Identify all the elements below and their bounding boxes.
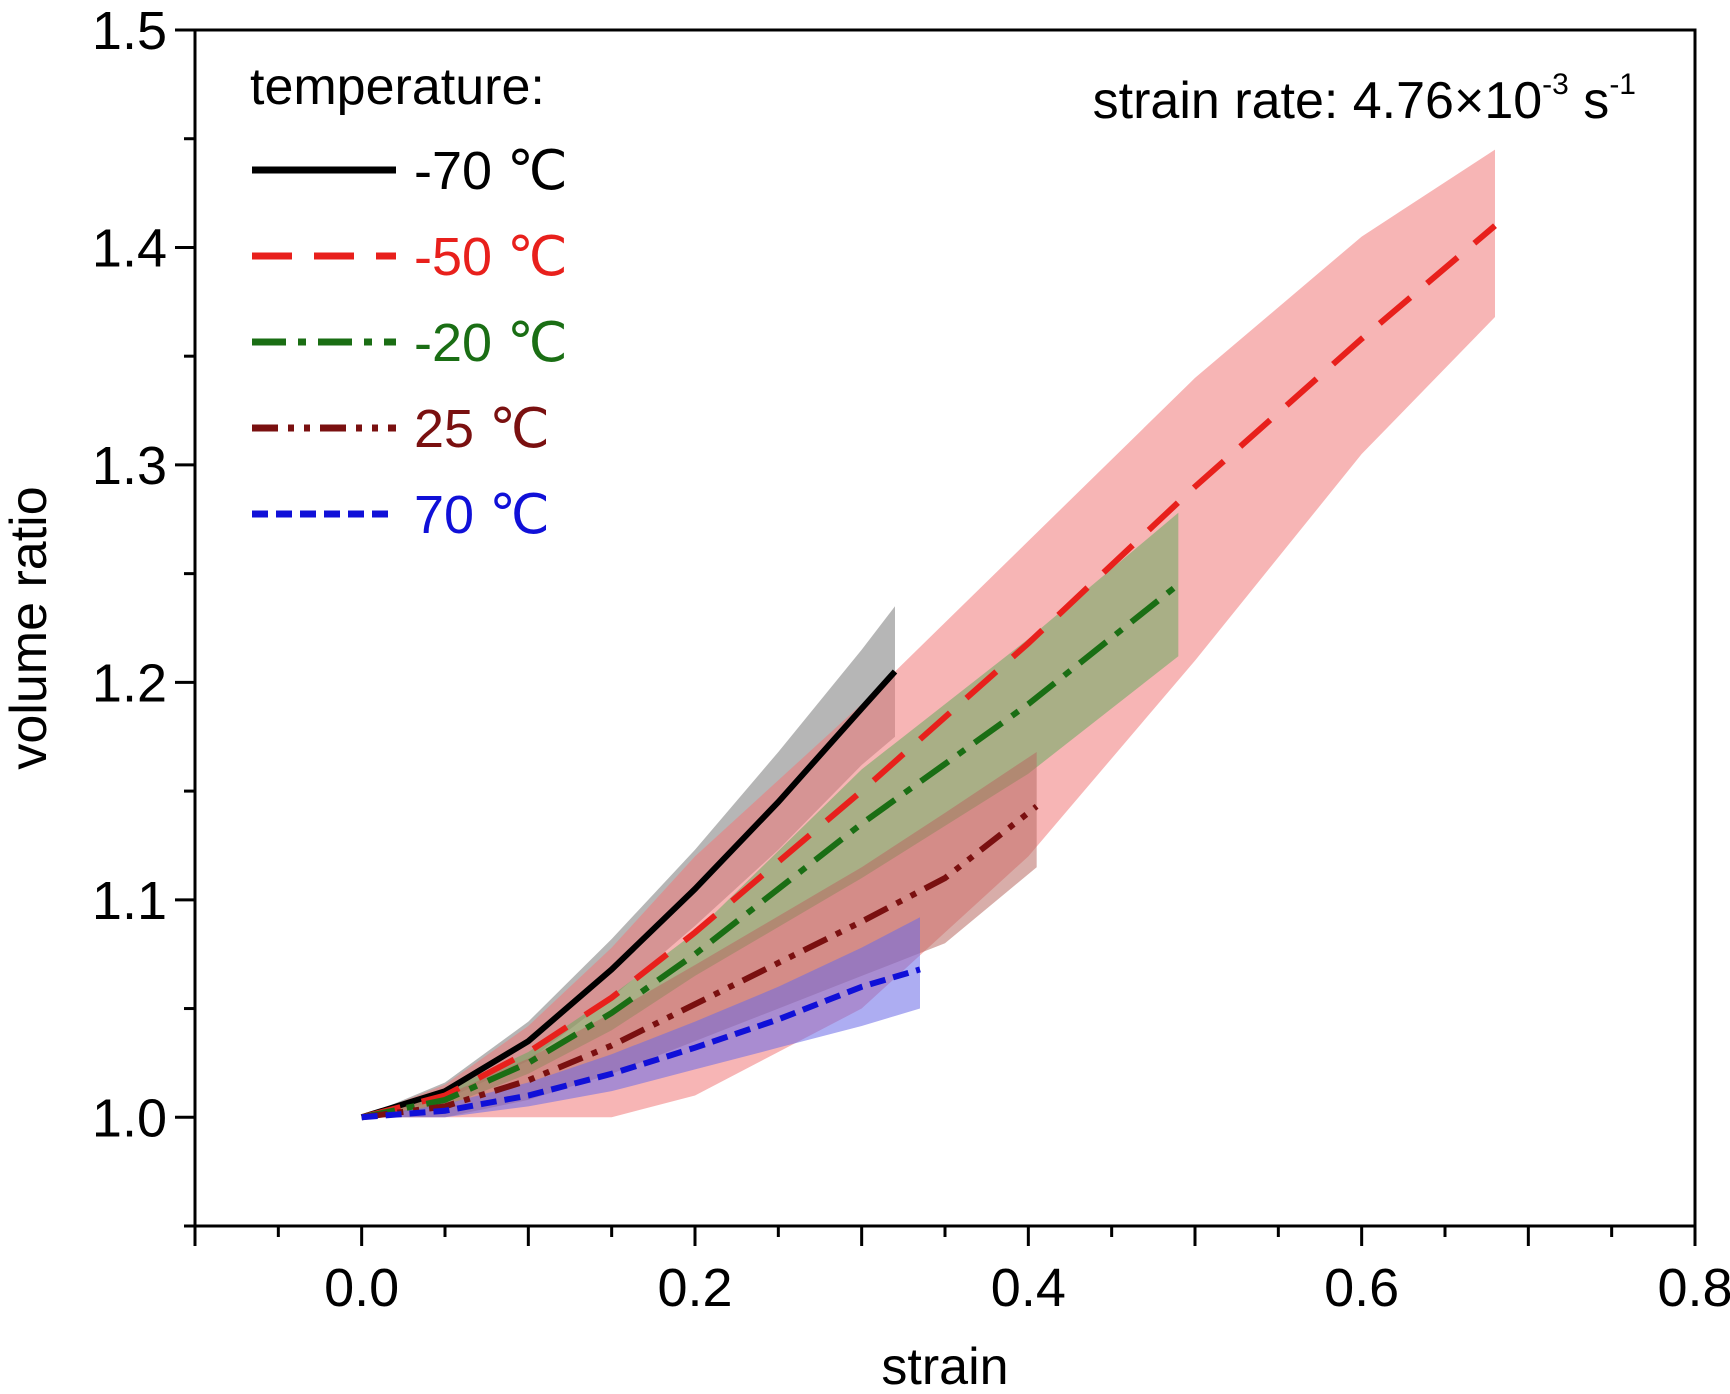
y-tick-label: 1.3 bbox=[92, 436, 167, 496]
legend-label: 25 ℃ bbox=[414, 399, 550, 459]
strain-rate-annotation: strain rate: 4.76×10-3 s-1 bbox=[1093, 68, 1636, 130]
legend-label: -50 ℃ bbox=[414, 227, 568, 287]
x-tick-label: 0.8 bbox=[1657, 1258, 1730, 1318]
y-tick-label: 1.1 bbox=[92, 871, 167, 931]
series-line--70c bbox=[360, 669, 898, 1121]
x-tick-label: 0.0 bbox=[324, 1258, 399, 1318]
legend-label: -70 ℃ bbox=[414, 141, 568, 201]
annotation-exponent-2: -1 bbox=[1609, 68, 1636, 101]
x-axis-ticks: 0.0 0.2 0.4 0.6 0.8 bbox=[193, 1226, 1730, 1318]
annotation-unit: s bbox=[1569, 72, 1609, 130]
series-line-25c bbox=[361, 803, 1039, 1121]
y-tick-label: 1.2 bbox=[92, 653, 167, 713]
series-lines bbox=[360, 223, 1497, 1121]
legend-title: temperature: bbox=[250, 58, 545, 116]
y-tick-label: 1.0 bbox=[92, 1088, 167, 1148]
x-axis-label: strain bbox=[881, 1338, 1008, 1394]
confidence-bands bbox=[361, 149, 1496, 1118]
x-tick-label: 0.2 bbox=[657, 1258, 732, 1318]
legend-label: -20 ℃ bbox=[414, 313, 568, 373]
legend: temperature: -70 ℃ -50 ℃ -20 ℃ 25 ℃ 70 ℃ bbox=[250, 58, 568, 545]
band-70c bbox=[361, 917, 921, 1118]
y-tick-label: 1.5 bbox=[92, 1, 167, 61]
series-line--50c bbox=[360, 223, 1497, 1121]
x-tick-label: 0.4 bbox=[991, 1258, 1066, 1318]
x-tick-label: 0.6 bbox=[1324, 1258, 1399, 1318]
y-axis-label: volume ratio bbox=[0, 486, 58, 769]
legend-label: 70 ℃ bbox=[414, 485, 550, 545]
y-axis-ticks: 1.0 1.1 1.2 1.3 1.4 1.5 bbox=[92, 1, 195, 1228]
annotation-exponent-1: -3 bbox=[1542, 68, 1569, 101]
series-line--20c bbox=[361, 582, 1181, 1121]
annotation-prefix: strain rate: 4.76×10 bbox=[1093, 72, 1543, 130]
series-line-70c bbox=[361, 966, 921, 1121]
band--50c bbox=[361, 149, 1496, 1118]
y-tick-label: 1.4 bbox=[92, 218, 167, 278]
